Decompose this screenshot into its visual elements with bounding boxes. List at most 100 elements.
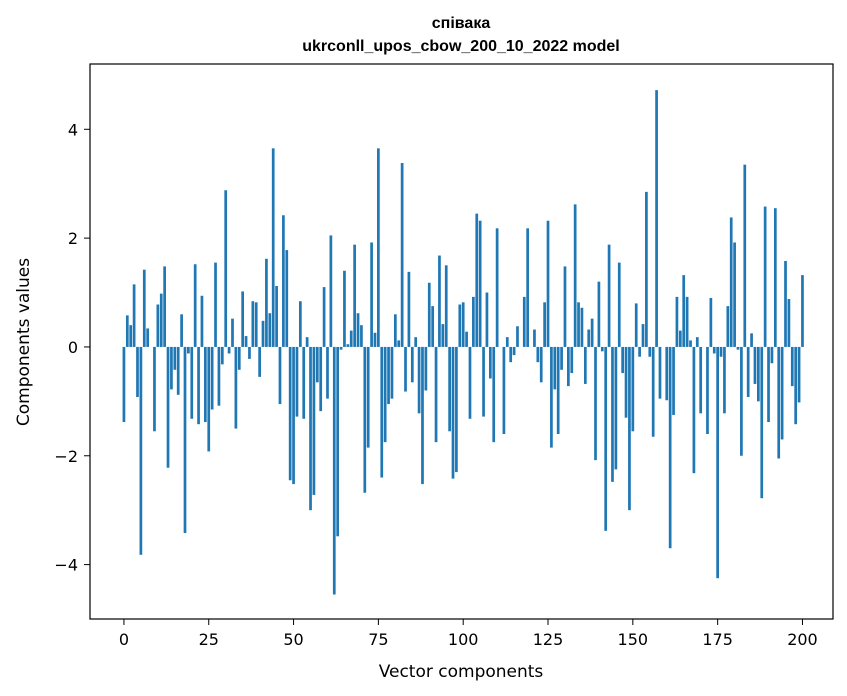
x-tick-label: 150 [618, 630, 649, 649]
bar [696, 337, 699, 347]
bar [414, 337, 417, 347]
y-axis-label: Components values [14, 258, 34, 426]
bar [754, 347, 757, 384]
bar [194, 264, 197, 347]
bar [737, 347, 740, 350]
bar [604, 347, 607, 531]
bar [238, 347, 241, 370]
bar [655, 90, 658, 347]
bar [669, 347, 672, 548]
bar [615, 347, 618, 469]
bar [326, 347, 329, 399]
bar [313, 347, 316, 495]
bar [418, 347, 421, 413]
bar [296, 347, 299, 417]
bar [289, 347, 292, 480]
bar [794, 347, 797, 424]
bar [129, 325, 132, 347]
bar [594, 347, 597, 460]
bar [184, 347, 187, 533]
bar [350, 331, 353, 347]
bar [397, 340, 400, 347]
bar [126, 315, 129, 347]
bar [425, 347, 428, 391]
bar [730, 217, 733, 347]
bar [272, 148, 275, 347]
bar [268, 313, 271, 347]
bar [190, 347, 193, 419]
bar [689, 340, 692, 347]
bar [448, 347, 451, 431]
bar [638, 347, 641, 357]
bar [218, 347, 221, 406]
bar [608, 245, 611, 347]
bar [235, 347, 238, 429]
bar [710, 298, 713, 347]
bar [577, 302, 580, 347]
bar [306, 337, 309, 347]
bar [798, 347, 801, 403]
bar [177, 347, 180, 395]
bar [760, 347, 763, 498]
bar [136, 347, 139, 397]
bar [363, 347, 366, 493]
bar [445, 265, 448, 347]
bar [173, 347, 176, 370]
bar [279, 347, 282, 404]
bar [170, 347, 173, 389]
bar [757, 347, 760, 401]
bar [292, 347, 295, 484]
bar [394, 314, 397, 347]
y-tick-label: 2 [68, 229, 78, 248]
bar [743, 165, 746, 347]
bar [401, 163, 404, 347]
bar [784, 261, 787, 347]
bar [621, 347, 624, 373]
bar [788, 299, 791, 347]
bar [309, 347, 312, 510]
y-tick-label: 4 [68, 120, 78, 139]
chart-title-line1: співака [432, 15, 491, 32]
bar [553, 347, 556, 389]
chart-title-line2: ukrconll_upos_cbow_200_10_2022 model [302, 38, 619, 55]
bar [431, 306, 434, 347]
bar [438, 256, 441, 347]
bar [428, 283, 431, 347]
bar [228, 347, 231, 354]
x-tick-label: 0 [119, 630, 129, 649]
bar [452, 347, 455, 479]
bar [211, 347, 214, 410]
bar [370, 242, 373, 346]
bar [659, 347, 662, 399]
bar [733, 242, 736, 346]
bar [465, 332, 468, 347]
bar [536, 347, 539, 362]
bar [570, 347, 573, 373]
bar [598, 282, 601, 347]
bar [360, 325, 363, 347]
bar [781, 347, 784, 440]
bar [187, 347, 190, 354]
bar [581, 308, 584, 347]
bar [384, 347, 387, 442]
bar [374, 333, 377, 347]
x-tick-label: 125 [533, 630, 564, 649]
bar [713, 347, 716, 354]
bar [340, 347, 343, 350]
bar [251, 301, 254, 347]
bar [282, 215, 285, 347]
bar [316, 347, 319, 382]
bar [492, 347, 495, 442]
bar [330, 235, 333, 347]
bar [408, 272, 411, 347]
bar [285, 250, 288, 347]
bar [648, 347, 651, 357]
bar [506, 337, 509, 347]
x-tick-label: 100 [448, 630, 479, 649]
bar [774, 208, 777, 347]
bar [160, 294, 163, 347]
bar [587, 330, 590, 347]
bar [167, 347, 170, 468]
bar [533, 330, 536, 347]
